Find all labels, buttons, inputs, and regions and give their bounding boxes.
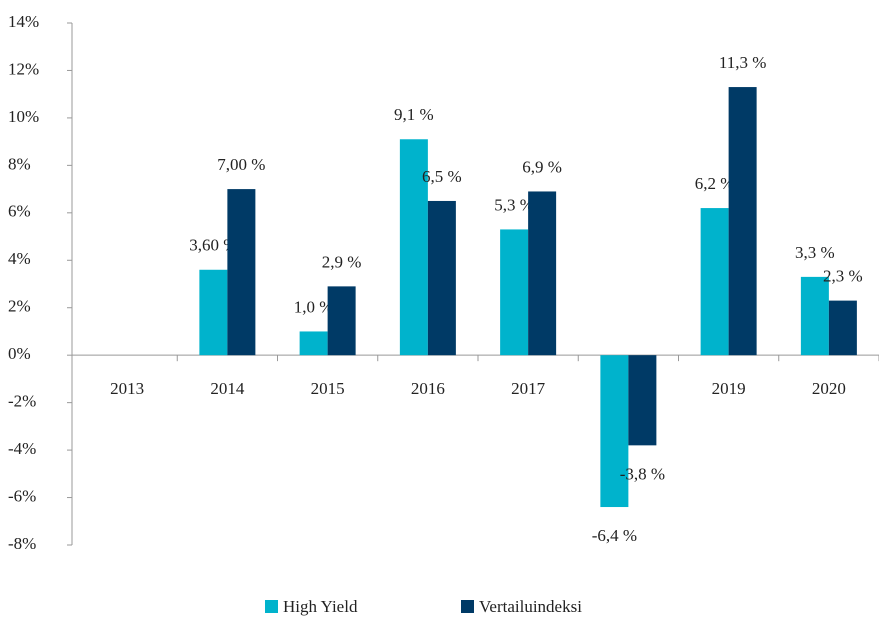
data-label: 2,9 %	[322, 252, 362, 271]
data-label: 1,0 %	[294, 297, 334, 316]
data-label: 6,5 %	[422, 167, 462, 186]
x-tick-label: 2014	[210, 379, 245, 398]
x-tick-label: 2020	[812, 379, 846, 398]
legend-swatch	[265, 600, 278, 613]
bar	[327, 286, 356, 356]
data-label: 11,3 %	[719, 53, 767, 72]
y-tick-label: -2%	[8, 392, 36, 411]
bar	[600, 355, 629, 508]
y-tick-label: 4%	[8, 249, 31, 268]
y-tick-label: 6%	[8, 202, 31, 221]
bar	[828, 300, 857, 356]
data-label: 6,9 %	[522, 157, 562, 176]
bar	[800, 276, 829, 356]
data-label: 6,2 %	[695, 174, 735, 193]
bar	[528, 191, 557, 356]
y-tick-label: 0%	[8, 344, 31, 363]
data-label: 2,3 %	[823, 267, 863, 286]
bar	[199, 269, 228, 356]
data-label: 3,3 %	[795, 243, 835, 262]
bar	[399, 139, 428, 356]
y-tick-label: 14%	[8, 12, 39, 31]
y-tick-label: -4%	[8, 439, 36, 458]
x-tick-label: 2013	[110, 379, 144, 398]
y-tick-label: -8%	[8, 534, 36, 553]
legend-label: Vertailuindeksi	[479, 597, 582, 616]
x-tick-label: 2017	[511, 379, 546, 398]
y-tick-label: 12%	[8, 59, 39, 78]
data-label: 9,1 %	[394, 105, 434, 124]
data-label: -6,4 %	[592, 526, 637, 545]
y-tick-label: 8%	[8, 154, 31, 173]
data-label: -3,8 %	[620, 464, 665, 483]
bar	[500, 229, 529, 356]
bar	[427, 200, 456, 356]
bar	[299, 331, 328, 356]
data-label: 5,3 %	[494, 195, 534, 214]
x-tick-label: 2019	[712, 379, 746, 398]
legend-label: High Yield	[283, 597, 358, 616]
bar	[227, 189, 256, 356]
legend-swatch	[461, 600, 474, 613]
data-label: 7,00 %	[217, 155, 265, 174]
bar	[700, 208, 729, 356]
y-tick-label: 2%	[8, 297, 31, 316]
data-label: 3,60 %	[189, 236, 237, 255]
x-tick-label: 2016	[411, 379, 445, 398]
bar	[728, 87, 757, 356]
y-tick-label: 10%	[8, 107, 39, 126]
bar	[628, 355, 657, 446]
y-tick-label: -6%	[8, 486, 36, 505]
x-tick-label: 2015	[311, 379, 345, 398]
